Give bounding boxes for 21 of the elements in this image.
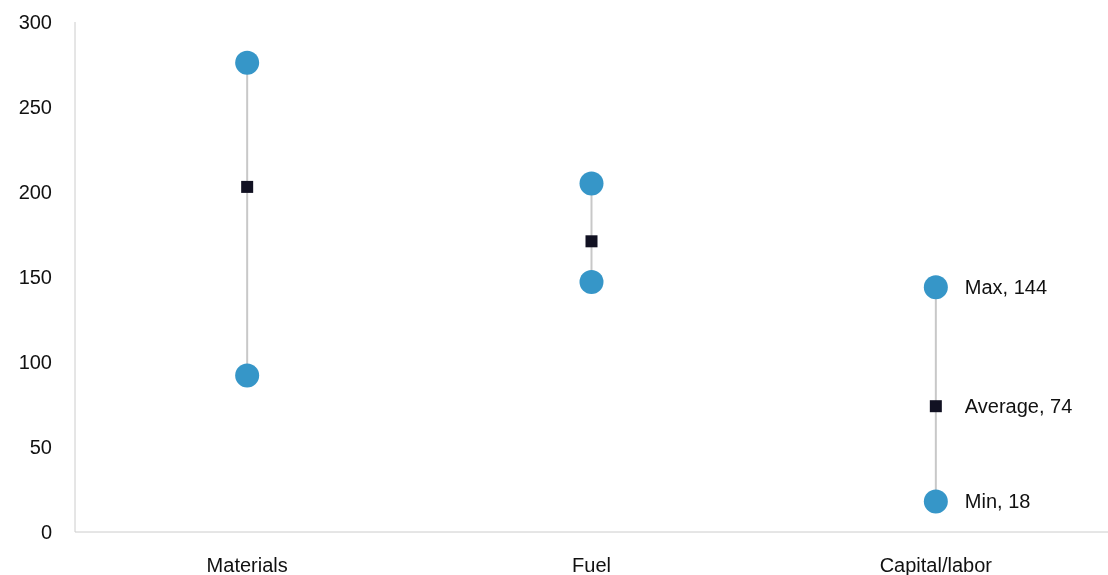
y-tick-label: 250 [18,96,52,118]
data-label: Max, 144 [964,276,1048,299]
point [235,50,260,75]
y-tick-label: 200 [18,181,52,203]
point [241,180,254,193]
point [585,235,598,248]
point [579,270,604,295]
x-tick-label: Materials [206,554,288,575]
y-tick-label: 300 [18,11,52,33]
point [235,363,260,388]
y-tick-label: 100 [18,351,52,373]
point [579,171,604,196]
data-label: Min, 18 [964,490,1031,513]
y-tick-label: 50 [29,436,52,458]
data-label: Average, 74 [964,395,1073,418]
y-tick-label: 0 [40,521,52,543]
point [923,489,948,514]
y-tick-label: 150 [18,266,52,288]
point [923,275,948,300]
point [929,400,942,413]
x-tick-label: Fuel [572,554,611,575]
